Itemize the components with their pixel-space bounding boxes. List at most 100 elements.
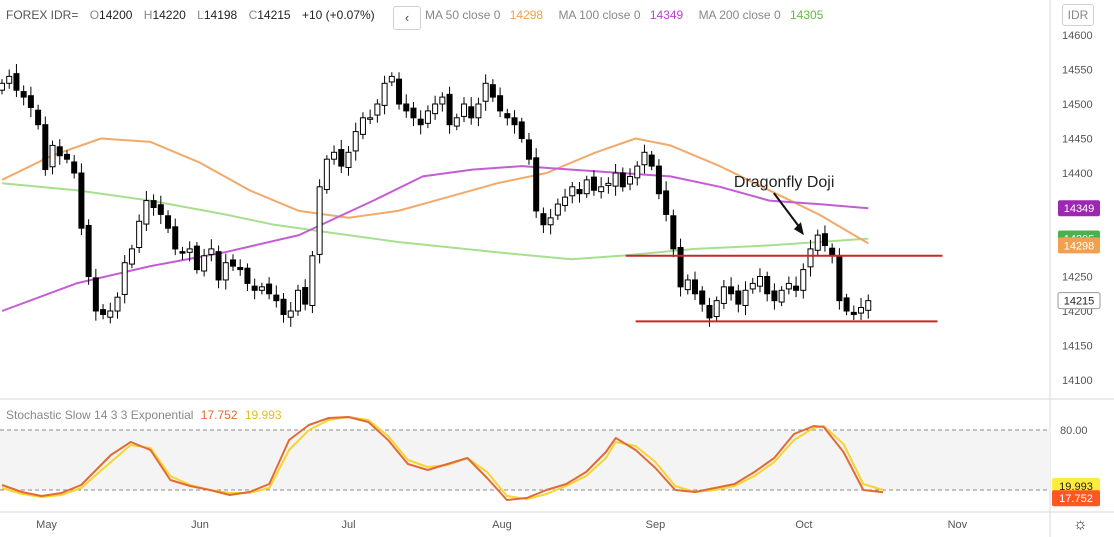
symbol-header: FOREX IDR= O14200 H14220 L14198 C14215 +… — [6, 8, 375, 22]
candle-body — [807, 248, 814, 268]
stochastic-d-badge: 19.993 — [1052, 478, 1100, 495]
candle — [121, 255, 128, 304]
ma50-value: 14298 — [509, 8, 544, 22]
candle-body — [655, 165, 662, 195]
candle — [663, 181, 670, 222]
candle-body — [821, 233, 828, 246]
candle-body — [461, 103, 467, 117]
y-tick-label: 14250 — [1062, 272, 1093, 284]
stochastic-level-label: 80.00 — [1060, 425, 1088, 437]
candle-body — [569, 186, 576, 197]
candle — [504, 108, 511, 126]
candle — [692, 271, 698, 300]
candle-body — [627, 175, 634, 185]
candle — [20, 85, 27, 106]
candle — [13, 63, 20, 98]
candle-body — [208, 248, 215, 255]
open-key: O — [89, 8, 100, 22]
candle-body — [728, 286, 735, 295]
y-tick-label: 14150 — [1062, 341, 1093, 353]
candle-body — [684, 279, 691, 291]
candle — [85, 219, 92, 285]
candle-body — [756, 276, 763, 287]
candle — [42, 116, 49, 176]
stochastic-label: Stochastic Slow 14 3 3 Exponential — [6, 408, 194, 422]
y-tick-label: 14100 — [1062, 375, 1093, 387]
candle-body — [338, 149, 345, 167]
gear-icon[interactable]: ☼ — [1073, 516, 1088, 533]
candle — [511, 110, 518, 134]
x-tick-label: Jul — [341, 519, 355, 531]
candle — [63, 150, 70, 164]
candle-body — [598, 186, 605, 193]
chevron-left-icon: ‹ — [404, 10, 410, 25]
candle-body — [511, 117, 518, 126]
candle-body — [165, 215, 172, 229]
candle-body — [446, 93, 453, 126]
candle-body — [699, 290, 706, 305]
candle-body — [865, 300, 872, 311]
candle — [793, 276, 800, 298]
candle-body — [858, 307, 865, 314]
candle-body — [713, 300, 720, 318]
candle — [150, 194, 157, 216]
candle-body — [836, 255, 843, 302]
candle-body — [800, 269, 807, 291]
candle — [280, 293, 287, 323]
candle-body — [309, 255, 316, 306]
candle-body — [193, 245, 200, 271]
candle — [35, 104, 42, 130]
candle-body — [215, 251, 222, 281]
candle-body — [590, 176, 597, 191]
candle-body — [186, 248, 193, 253]
candle-body — [222, 262, 229, 281]
x-tick-label: Jun — [191, 519, 209, 531]
low-value: 14198 — [203, 8, 238, 22]
candle-body — [468, 106, 475, 119]
candle-body — [316, 186, 323, 255]
price-badge-box — [1058, 200, 1100, 217]
candle — [619, 167, 626, 192]
candle — [821, 225, 828, 252]
candle — [294, 284, 301, 316]
candle — [0, 79, 5, 95]
candle — [100, 304, 107, 320]
candle-body — [258, 286, 265, 291]
candle — [858, 297, 865, 320]
candle-body — [403, 103, 410, 112]
candle-body — [323, 158, 330, 191]
candle — [453, 113, 460, 131]
candle — [598, 177, 605, 199]
candle — [525, 132, 532, 165]
candle — [56, 139, 63, 165]
candle — [468, 97, 475, 125]
candle-body — [201, 255, 208, 272]
price-badge-label: 14215 — [1064, 296, 1095, 308]
candle-body — [641, 151, 648, 166]
candle-body — [453, 117, 460, 127]
ma100-value: 14349 — [649, 8, 684, 22]
stochastic-badge-box — [1052, 478, 1100, 495]
currency-button[interactable]: IDR — [1062, 4, 1094, 26]
candle — [475, 97, 482, 127]
candle — [800, 263, 807, 299]
ma-header: MA 50 close 0 14298 MA 100 close 0 14349… — [425, 8, 823, 22]
candle-body — [612, 172, 619, 187]
candle — [251, 278, 258, 300]
candle — [778, 286, 785, 307]
candle-body — [706, 304, 713, 319]
candle — [482, 74, 489, 111]
price-badge-label: 14298 — [1064, 240, 1095, 252]
close-key: C — [248, 8, 258, 22]
candle — [641, 144, 648, 174]
candle — [78, 163, 85, 236]
candle — [165, 210, 172, 234]
candle-body — [352, 131, 359, 152]
candle — [785, 276, 792, 295]
candle — [655, 159, 662, 200]
candle — [670, 209, 677, 258]
candle-body — [785, 282, 792, 290]
candle — [92, 268, 99, 321]
collapse-legend-button[interactable]: ‹ — [393, 6, 421, 30]
ma200-label: MA 200 close 0 — [698, 8, 781, 22]
